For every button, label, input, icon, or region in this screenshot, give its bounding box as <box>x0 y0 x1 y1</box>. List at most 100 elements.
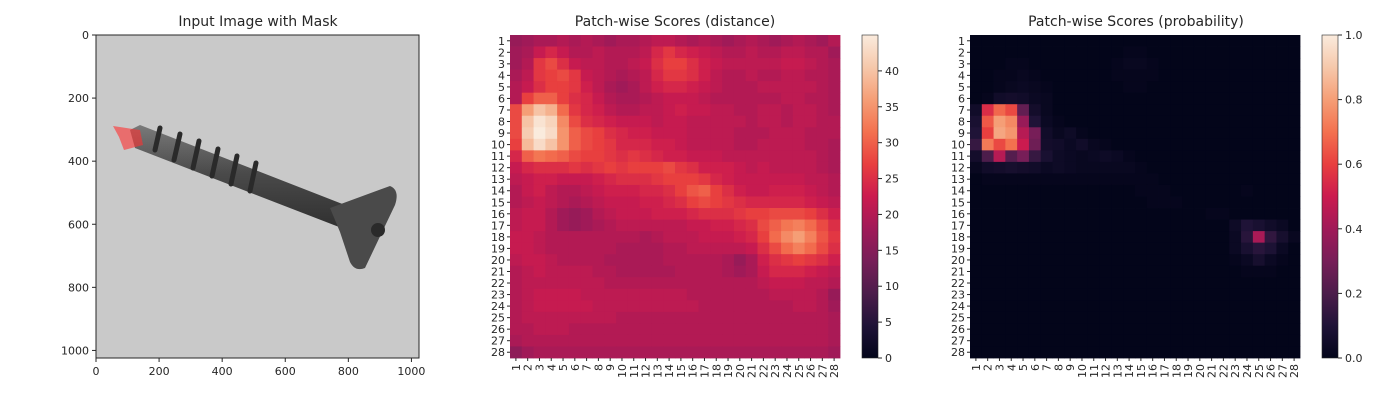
heatmap-cell <box>745 104 758 117</box>
heatmap-cell <box>816 288 829 301</box>
heatmap-ytick-label: 6 <box>498 92 505 105</box>
heatmap-cell <box>1040 334 1053 347</box>
heatmap-ytick-label: 23 <box>951 289 965 302</box>
heatmap-cell <box>993 288 1006 301</box>
heatmap-cell <box>663 196 676 209</box>
heatmap-cell <box>1276 334 1289 347</box>
heatmap-cell <box>1241 254 1254 267</box>
heatmap-cell <box>521 242 534 255</box>
heatmap-cell <box>1158 92 1171 105</box>
heatmap-cell <box>828 288 841 301</box>
heatmap-cell <box>568 277 582 290</box>
heatmap-cell <box>1170 265 1183 278</box>
heatmap-cell <box>580 81 593 94</box>
heatmap-cell <box>981 138 994 151</box>
panel1-xtick-label: 400 <box>212 365 233 378</box>
heatmap-cell <box>1182 208 1195 220</box>
heatmap-cell <box>510 242 523 255</box>
heatmap-cell <box>981 242 994 255</box>
heatmap-cell <box>816 58 829 71</box>
heatmap-cell <box>627 46 641 59</box>
heatmap-cell <box>521 231 534 244</box>
heatmap-cell <box>1076 334 1089 347</box>
heatmap-cell <box>521 208 534 220</box>
heatmap-cell <box>627 265 641 278</box>
heatmap-cell <box>757 46 770 59</box>
heatmap-cell <box>580 242 593 255</box>
heatmap-cell <box>745 127 758 140</box>
heatmap-cell <box>981 115 994 128</box>
heatmap-cell <box>733 173 747 186</box>
heatmap-xtick-label: 7 <box>581 364 594 371</box>
heatmap-cell <box>1146 242 1159 255</box>
heatmap-xtick-label: 8 <box>592 364 605 371</box>
heatmap-cell <box>663 277 676 290</box>
heatmap-cell <box>970 323 983 336</box>
heatmap-cell <box>1017 173 1030 186</box>
heatmap-cell <box>545 300 558 313</box>
heatmap-cell <box>1170 138 1183 151</box>
heatmap-cell <box>1276 265 1289 278</box>
heatmap-cell <box>533 138 546 151</box>
heatmap-cell <box>1017 81 1030 94</box>
heatmap-cell <box>616 150 629 163</box>
heatmap-cell <box>993 35 1006 47</box>
heatmap-cell <box>1205 138 1218 151</box>
heatmap-cell <box>816 173 829 186</box>
heatmap-cell <box>1288 69 1301 82</box>
heatmap-cell <box>745 288 758 301</box>
heatmap-cell <box>1276 242 1289 255</box>
heatmap-cell <box>627 334 641 347</box>
heatmap-cell <box>616 288 629 301</box>
heatmap-cell <box>1182 173 1195 186</box>
heatmap-cell <box>1135 323 1148 336</box>
heatmap-cell <box>1158 346 1171 359</box>
heatmap-cell <box>1229 81 1242 94</box>
heatmap-cell <box>1276 311 1289 324</box>
heatmap-cell <box>745 184 758 197</box>
heatmap-cell <box>816 127 829 140</box>
heatmap-cell <box>733 277 747 290</box>
heatmap-cell <box>1158 242 1171 255</box>
heatmap-cell <box>722 334 735 347</box>
heatmap-cell <box>1252 219 1266 232</box>
heatmap-ytick-label: 11 <box>951 150 965 163</box>
heatmap-cell <box>733 346 747 359</box>
heatmap-cell <box>557 300 570 313</box>
heatmap-cell <box>1158 254 1171 267</box>
heatmap-cell <box>604 219 617 232</box>
heatmap-cell <box>651 265 664 278</box>
heatmap-cell <box>1288 219 1301 232</box>
heatmap-cell <box>733 127 747 140</box>
heatmap-cell <box>510 334 523 347</box>
heatmap-cell <box>1288 35 1301 47</box>
heatmap-ytick-label: 12 <box>951 162 965 175</box>
heatmap-cell <box>1241 104 1254 117</box>
heatmap-cell <box>616 323 629 336</box>
heatmap-cell <box>675 288 688 301</box>
heatmap-cell <box>545 127 558 140</box>
heatmap-cell <box>651 69 664 82</box>
heatmap-cell <box>745 161 758 174</box>
heatmap-cell <box>545 231 558 244</box>
heatmap-xtick-label: 20 <box>734 364 747 378</box>
heatmap-cell <box>1040 46 1053 59</box>
heatmap-cell <box>533 346 546 359</box>
heatmap-cell <box>651 311 664 324</box>
heatmap-cell <box>1064 92 1077 105</box>
heatmap-cell <box>804 242 817 255</box>
heatmap-cell <box>1241 92 1254 105</box>
heatmap-cell <box>1028 115 1042 128</box>
heatmap-cell <box>733 265 747 278</box>
heatmap-cell <box>804 115 817 128</box>
heatmap-cell <box>722 58 735 71</box>
heatmap-cell <box>545 323 558 336</box>
heatmap-cell <box>792 173 806 186</box>
heatmap-cell <box>1158 69 1171 82</box>
heatmap-cell <box>769 46 782 59</box>
heatmap-cell <box>970 265 983 278</box>
heatmap-cell <box>1170 231 1183 244</box>
heatmap-cell <box>804 161 817 174</box>
colorbar-tick-label: 0.6 <box>1345 158 1363 171</box>
heatmap-cell <box>1217 115 1230 128</box>
